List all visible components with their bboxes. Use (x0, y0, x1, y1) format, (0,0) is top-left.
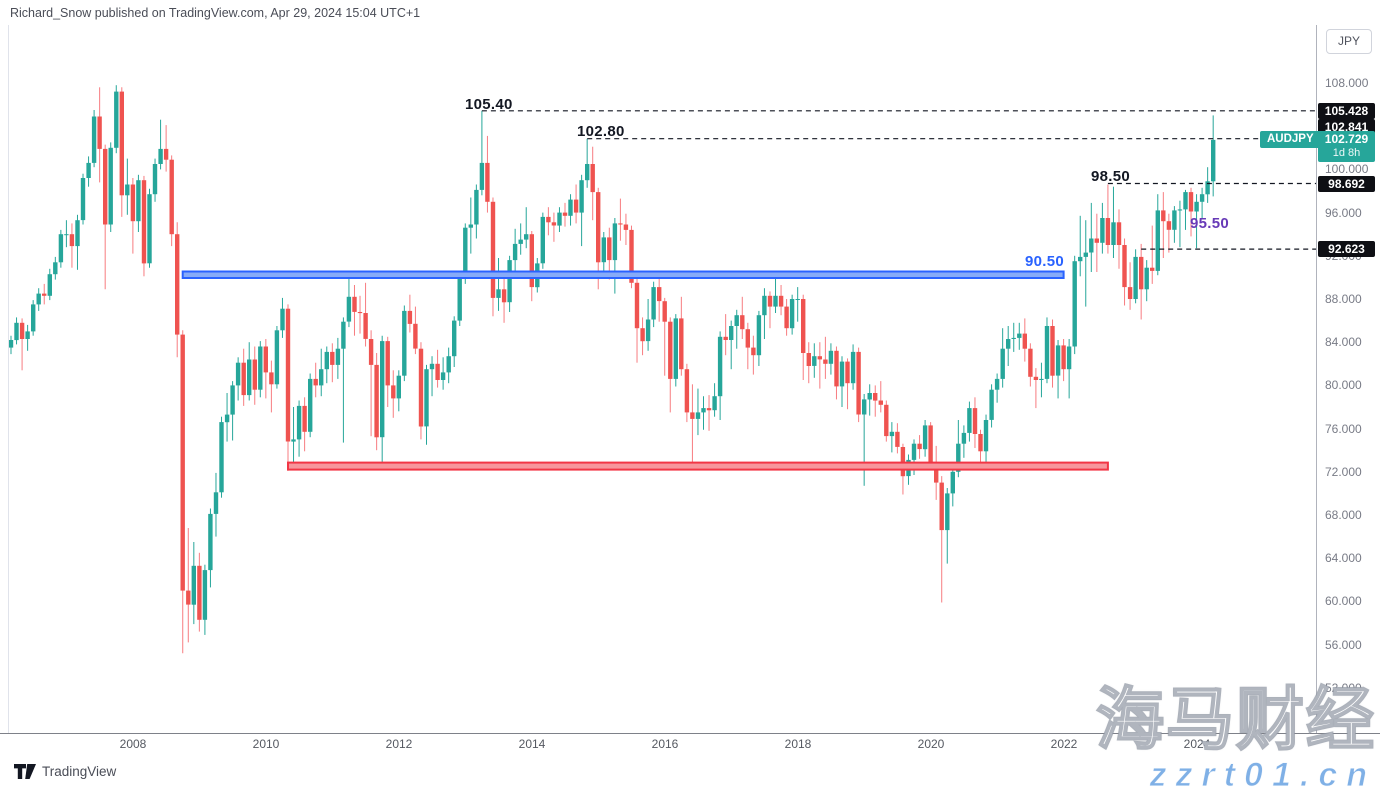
time-axis-label-2016: 2016 (651, 737, 679, 751)
time-axis-label-2008: 2008 (119, 737, 147, 751)
price-tag-92.623: 92.623 (1318, 241, 1375, 257)
time-axis-label-2014: 2014 (518, 737, 546, 751)
support-zone (287, 461, 1109, 471)
price-tag-105.428: 105.428 (1318, 103, 1375, 119)
annotation-text-90-50[interactable]: 90.50 (1025, 253, 1065, 270)
time-axis-label-2010: 2010 (252, 737, 280, 751)
price-axis-label: 84.000 (1325, 335, 1362, 349)
price-axis-label: 52.000 (1325, 681, 1362, 695)
price-axis-label: 96.000 (1325, 206, 1362, 220)
tradingview-logo-text: TradingView (42, 764, 117, 779)
price-tag-98.692: 98.692 (1318, 176, 1375, 192)
price-axis-label: 76.000 (1325, 422, 1362, 436)
candles-group (8, 85, 1216, 654)
price-axis-label: 68.000 (1325, 508, 1362, 522)
bar-close-countdown: 1d 8h (1332, 147, 1361, 159)
tradingview-logo-link[interactable]: TradingView (14, 764, 116, 779)
price-axis-label: 80.000 (1325, 378, 1362, 392)
price-axis-label: 100.000 (1325, 162, 1369, 176)
price-axis-label: 56.000 (1325, 638, 1362, 652)
time-axis-label-2018: 2018 (784, 737, 812, 751)
attribution-text: Richard_Snow published on TradingView.co… (10, 6, 421, 20)
time-axis-label-2022: 2022 (1050, 737, 1078, 751)
price-axis-label: 64.000 (1325, 551, 1362, 565)
resistance-zone (181, 270, 1065, 279)
price-axis-label: 88.000 (1325, 292, 1362, 306)
annotation-text-98-50[interactable]: 98.50 (1091, 168, 1131, 185)
time-axis-label-2020: 2020 (917, 737, 945, 751)
currency-button[interactable]: JPY (1326, 29, 1372, 54)
price-axis-label: 108.000 (1325, 76, 1369, 90)
current-price-value: 102.729 (1324, 132, 1369, 146)
time-axis-label-2024: 2024 (1183, 737, 1211, 751)
symbol-price-flag: AUDJPY (1260, 131, 1321, 148)
tradingview-logo-icon (14, 764, 36, 779)
price-axis-label: 60.000 (1325, 594, 1362, 608)
current-price-tag: 102.729 1d 8h (1318, 131, 1375, 162)
price-axis-label: 72.000 (1325, 465, 1362, 479)
annotation-text-102-80[interactable]: 102.80 (577, 123, 625, 140)
annotation-text-95-50[interactable]: 95.50 (1190, 215, 1230, 232)
annotation-text-105-40[interactable]: 105.40 (465, 96, 513, 113)
time-axis-label-2012: 2012 (385, 737, 413, 751)
